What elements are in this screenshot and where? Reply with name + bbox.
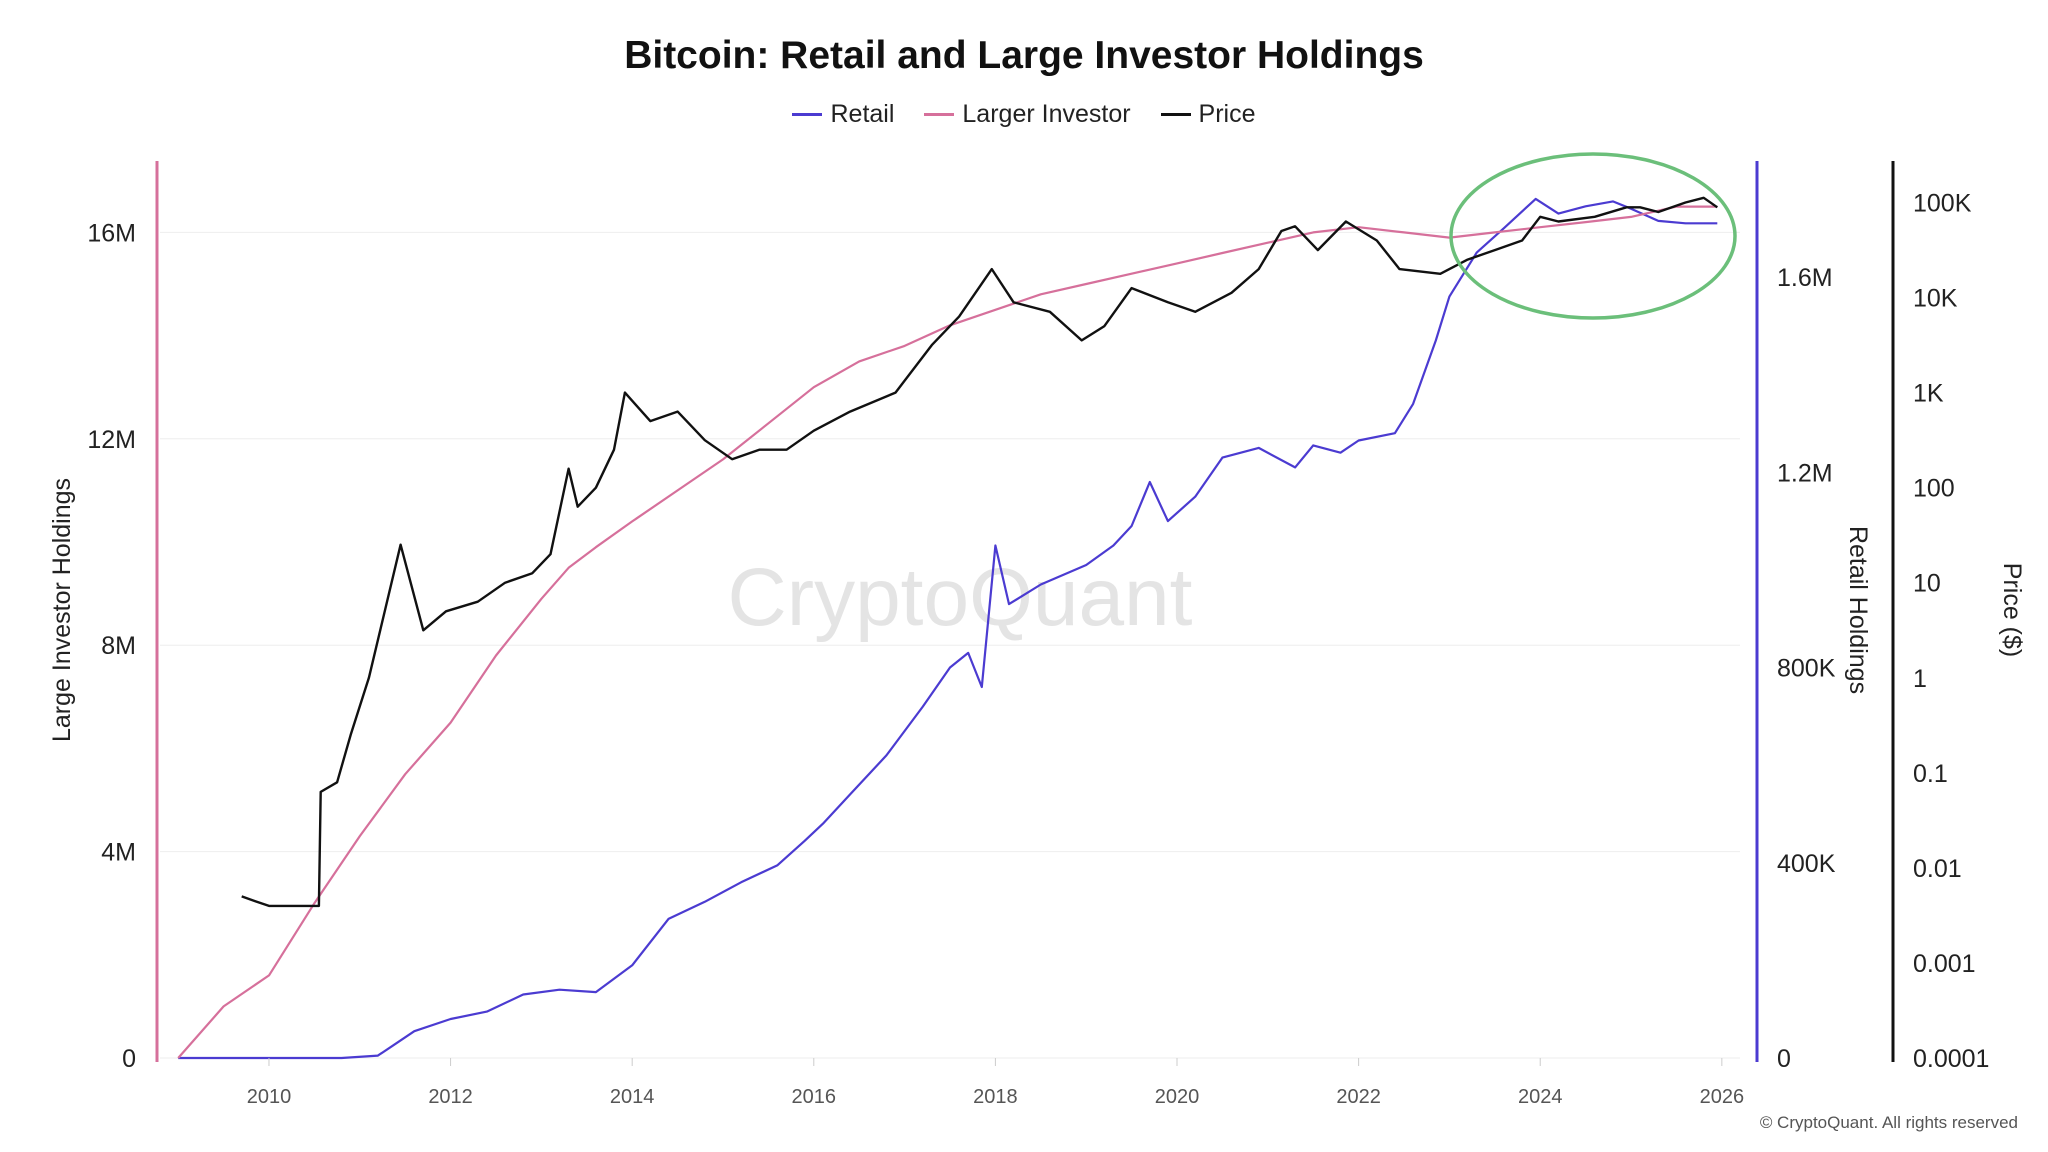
x-axis-tick-label: 2018 (973, 1086, 1018, 1108)
price-axis-tick-label: 0.0001 (1913, 1045, 1989, 1073)
x-axis-tick-label: 2010 (247, 1086, 292, 1108)
left-axis-tick-label: 4M (101, 839, 136, 867)
chart-title: Bitcoin: Retail and Large Investor Holdi… (624, 34, 1424, 77)
retail-axis-title: Retail Holdings (1844, 526, 1872, 694)
price-axis-tick-label: 0.01 (1913, 855, 1962, 883)
price-axis-tick-label: 100K (1913, 190, 1972, 218)
axes: 0 4M 8M 12M 16M Large Investor Holdings 0 400K 8… (48, 161, 2026, 1108)
legend-swatch-price (1160, 113, 1191, 116)
price-axis-tick-label: 10 (1913, 570, 1941, 598)
price-axis-tick-label: 100 (1913, 475, 1955, 503)
price-axis-tick-label: 0.001 (1913, 950, 1976, 978)
watermark: CryptoQuant (728, 552, 1193, 643)
price-axis-tick-label: 0.1 (1913, 760, 1948, 788)
price-axis-tick-label: 1 (1913, 665, 1927, 693)
x-axis-tick-label: 2012 (428, 1086, 473, 1108)
legend: Retail Larger Investor Price (0, 100, 2048, 129)
price-axis-tick-label: 1K (1913, 380, 1944, 408)
legend-item-price[interactable]: Price (1160, 100, 1256, 129)
retail-axis-tick-label: 0 (1777, 1045, 1791, 1073)
grid-lines (160, 231, 1740, 1059)
left-axis-tick-label: 0 (122, 1045, 136, 1073)
legend-label-large: Larger Investor (962, 100, 1131, 128)
x-axis-tick-label: 2022 (1336, 1086, 1381, 1108)
legend-swatch-large (924, 113, 955, 116)
x-axis-tick-label: 2016 (792, 1086, 837, 1108)
legend-label-price: Price (1198, 100, 1256, 128)
price-axis-tick-label: 10K (1913, 285, 1958, 313)
retail-axis-tick-label: 400K (1777, 850, 1836, 878)
legend-item-large[interactable]: Larger Investor (924, 100, 1131, 129)
left-axis-tick-label: 8M (101, 632, 136, 660)
series-line-large (177, 205, 1718, 1059)
retail-axis-tick-label: 800K (1777, 655, 1836, 683)
copyright-note: © CryptoQuant. All rights reserved (1759, 1113, 2018, 1132)
series-line-price (241, 196, 1718, 908)
x-axis-tick-label: 2024 (1518, 1086, 1563, 1108)
legend-swatch-retail (792, 113, 823, 116)
x-axis-tick-label: 2020 (1155, 1086, 1200, 1108)
retail-axis-tick-label: 1.6M (1777, 264, 1833, 292)
left-axis-tick-label: 12M (87, 426, 136, 454)
price-axis-title: Price ($) (1998, 563, 2026, 657)
left-axis-title: Large Investor Holdings (48, 478, 76, 742)
x-axis-tick-label: 2014 (610, 1086, 655, 1108)
retail-axis-tick-label: 1.2M (1777, 459, 1833, 487)
highlight-ellipse (1449, 152, 1737, 320)
series-line-retail (178, 197, 1718, 1060)
legend-item-retail[interactable]: Retail (792, 100, 894, 129)
left-axis-tick-label: 16M (87, 219, 136, 247)
x-axis-tick-label: 2026 (1700, 1086, 1745, 1108)
legend-label-retail: Retail (830, 100, 895, 128)
series-layer (177, 196, 1718, 1060)
